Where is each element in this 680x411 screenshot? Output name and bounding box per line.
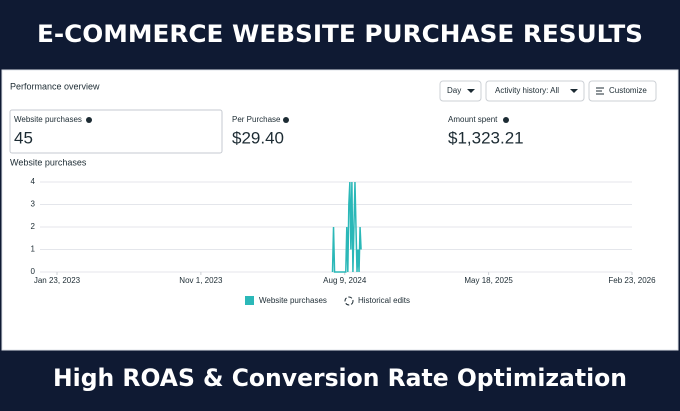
- customize-icon: [596, 87, 604, 95]
- metric-card[interactable]: [9, 109, 223, 154]
- info-icon: [86, 117, 92, 123]
- button-label: Customize: [609, 86, 647, 95]
- metric-value: $29.40: [232, 128, 284, 147]
- dropdown-arrow: [467, 89, 475, 93]
- metric-label: Amount spent: [448, 115, 498, 124]
- metric-label: Website purchases: [14, 115, 82, 124]
- dropdown-label: Activity history: All: [495, 86, 559, 95]
- metric-value: 45: [14, 128, 33, 147]
- dropdown-arrow: [570, 89, 578, 93]
- legend-icon: [344, 296, 354, 306]
- x-tick-label: Aug 9, 2024: [323, 276, 367, 285]
- customize-button[interactable]: [588, 80, 657, 102]
- x-tick-label: May 18, 2025: [464, 276, 513, 285]
- header-title: E-COMMERCE WEBSITE PURCHASE RESULTS: [37, 20, 643, 48]
- info-icon: [283, 117, 289, 123]
- legend-label: Website purchases: [259, 296, 327, 305]
- metric-value: $1,323.21: [448, 128, 524, 147]
- x-tick-label: Nov 1, 2023: [179, 276, 223, 285]
- legend-label: Historical edits: [358, 296, 410, 305]
- metric-label: Per Purchase: [232, 115, 281, 124]
- x-tick-label: Feb 23, 2026: [608, 276, 656, 285]
- y-tick-label: 3: [31, 200, 36, 209]
- footer-title: High ROAS & Conversion Rate Optimization: [53, 364, 627, 392]
- dropdown-label: Day: [447, 86, 461, 95]
- info-icon: [503, 117, 509, 123]
- y-tick-label: 4: [31, 177, 36, 186]
- series-line: [331, 181, 362, 273]
- x-tick-label: Jan 23, 2023: [34, 276, 81, 285]
- y-tick-label: 0: [31, 267, 36, 276]
- legend-swatch: [245, 296, 254, 305]
- activity-dropdown[interactable]: [485, 80, 585, 102]
- y-tick-label: 2: [31, 222, 36, 231]
- chart: 0 1 2 3 4 Jan 23, 2023 Nov 1, 2023 Aug 9, 2024 M…: [31, 177, 657, 285]
- y-tick-label: 1: [31, 245, 36, 254]
- panel-title: Performance overview: [10, 81, 100, 91]
- chart-title: Website purchases: [10, 157, 87, 167]
- day-dropdown[interactable]: [439, 80, 482, 102]
